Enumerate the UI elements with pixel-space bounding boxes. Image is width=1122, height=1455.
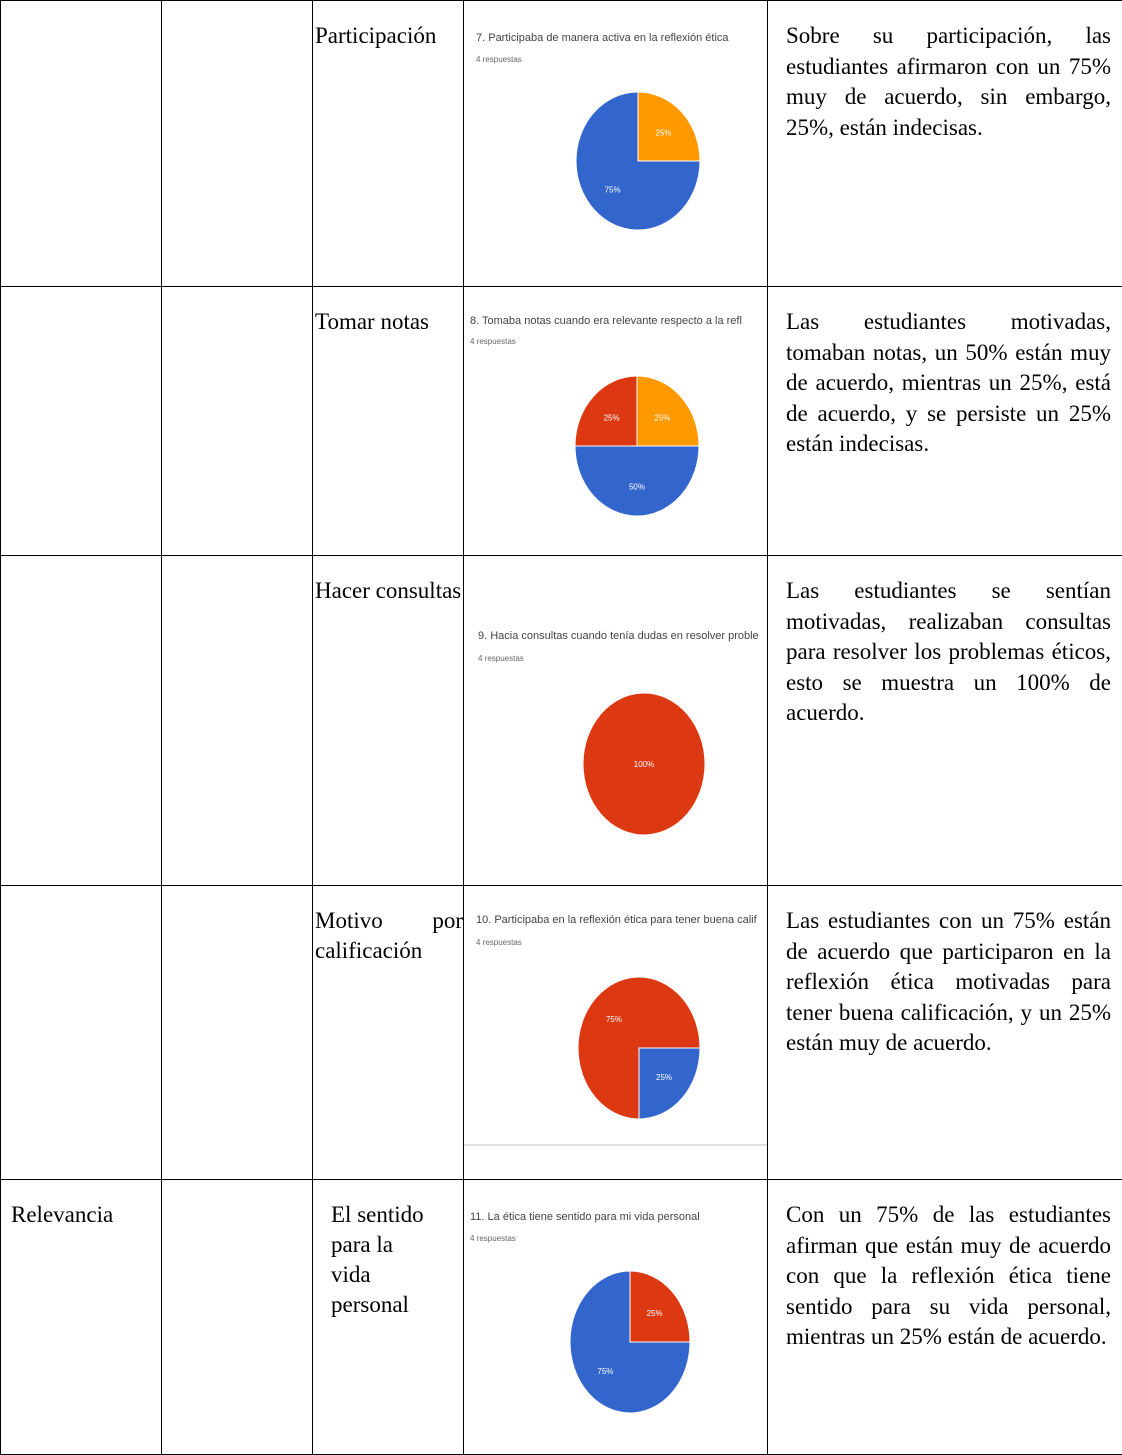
description-cell: Con un 75% de las estudiantes afirman qu… xyxy=(768,1180,1122,1455)
pie-slice-label: 100% xyxy=(634,760,654,769)
description-text: Con un 75% de las estudiantes afirman qu… xyxy=(768,1180,1122,1353)
category-cell xyxy=(1,886,162,1180)
pie-slice-label: 25% xyxy=(656,1073,672,1082)
pie-svg: 100% xyxy=(464,556,767,886)
chart-cell: 11. La ética tiene sentido para mi vida … xyxy=(464,1180,768,1455)
pie-chart-hacer-consultas: 9. Hacia consultas cuando tenía dudas en… xyxy=(464,556,767,885)
description-cell: Sobre su participación, las estudiantes … xyxy=(768,1,1122,287)
pie-slice-label: 75% xyxy=(606,1015,622,1024)
category-cell xyxy=(1,287,162,556)
indicator-cell: Hacer consultas xyxy=(313,556,464,886)
category-cell xyxy=(1,1,162,287)
category-label: Relevancia xyxy=(1,1180,161,1230)
pie-slice xyxy=(638,92,700,161)
chart-cell: 7. Participaba de manera activa en la re… xyxy=(464,1,768,287)
category-label xyxy=(1,886,161,906)
pie-slice-label: 25% xyxy=(655,129,671,138)
description-cell: Las estudiantes se sentían motivadas, re… xyxy=(768,556,1122,886)
pie-chart-tomar-notas: 8. Tomaba notas cuando era relevante res… xyxy=(464,287,767,555)
category-label xyxy=(1,556,161,576)
indicator-cell: Motivo por calificación xyxy=(313,886,464,1180)
empty-cell xyxy=(162,1180,313,1455)
indicator-cell: El sentido para la vida personal xyxy=(313,1180,464,1455)
empty-cell xyxy=(162,556,313,886)
pie-slice xyxy=(630,1271,690,1342)
pie-slice-label: 25% xyxy=(654,413,670,422)
chart-cell: 9. Hacia consultas cuando tenía dudas en… xyxy=(464,556,768,886)
pie-slice-label: 75% xyxy=(597,1367,613,1376)
pie-slice xyxy=(575,376,637,446)
description-cell: Las estudiantes con un 75% están de acue… xyxy=(768,886,1122,1180)
empty-cell xyxy=(162,886,313,1180)
chart-cell: 10. Participaba en la reflexión ética pa… xyxy=(464,886,768,1180)
indicator-cell: Participación xyxy=(313,1,464,287)
indicator-label: Motivo por calificación xyxy=(313,886,463,966)
pie-slice xyxy=(575,446,699,516)
pie-svg: 25% 75% xyxy=(464,1180,767,1455)
pie-svg: 25% 50% 25% xyxy=(464,287,767,556)
table-row: Motivo por calificación 10. Participaba … xyxy=(1,886,1122,1180)
pie-chart-participacion: 7. Participaba de manera activa en la re… xyxy=(464,1,767,286)
description-text: Las estudiantes con un 75% están de acue… xyxy=(768,886,1122,1059)
empty-cell xyxy=(162,287,313,556)
description-text: Sobre su participación, las estudiantes … xyxy=(768,1,1122,143)
description-text: Las estudiantes se sentían motivadas, re… xyxy=(768,556,1122,729)
description-text: Las estudiantes motivadas, tomaban notas… xyxy=(768,287,1122,460)
indicator-label: Hacer consultas xyxy=(313,556,463,606)
category-label xyxy=(1,1,161,21)
table-row: Participación 7. Participaba de manera a… xyxy=(1,1,1122,287)
category-cell xyxy=(1,556,162,886)
pie-slice-label: 50% xyxy=(629,483,645,492)
pie-chart-sentido-vida: 11. La ética tiene sentido para mi vida … xyxy=(464,1180,767,1454)
pie-chart-motivo-calificacion: 10. Participaba en la reflexión ética pa… xyxy=(464,886,767,1179)
category-label xyxy=(1,287,161,307)
table-row: Hacer consultas 9. Hacia consultas cuand… xyxy=(1,556,1122,886)
pie-slice-label: 25% xyxy=(604,413,620,422)
pie-slice-label: 25% xyxy=(647,1309,663,1318)
table-row: Tomar notas 8. Tomaba notas cuando era r… xyxy=(1,287,1122,556)
pie-slice xyxy=(637,376,699,446)
table-row: Relevancia El sentido para la vida perso… xyxy=(1,1180,1122,1455)
pie-slice xyxy=(639,1048,700,1119)
divider-line xyxy=(464,1144,767,1146)
indicator-label: El sentido para la vida personal xyxy=(313,1180,431,1320)
pie-svg: 25% 75% xyxy=(464,1,767,287)
description-cell: Las estudiantes motivadas, tomaban notas… xyxy=(768,287,1122,556)
pie-slice-label: 75% xyxy=(605,185,621,194)
empty-cell xyxy=(162,1,313,287)
indicator-label: Tomar notas xyxy=(313,287,463,337)
indicator-label: Participación xyxy=(313,1,463,51)
pie-svg: 25% 75% xyxy=(464,886,767,1180)
chart-cell: 8. Tomaba notas cuando era relevante res… xyxy=(464,287,768,556)
indicator-cell: Tomar notas xyxy=(313,287,464,556)
category-cell: Relevancia xyxy=(1,1180,162,1455)
